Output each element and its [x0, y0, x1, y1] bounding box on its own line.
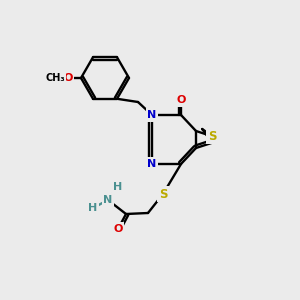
Text: CH₃: CH₃: [45, 73, 65, 83]
Text: N: N: [147, 110, 157, 120]
Text: N: N: [147, 159, 157, 169]
Text: O: O: [113, 224, 123, 234]
Text: N: N: [103, 195, 112, 205]
Text: S: S: [208, 130, 216, 143]
Text: O: O: [176, 95, 186, 105]
Text: H: H: [113, 182, 123, 192]
Text: H: H: [88, 203, 98, 213]
Text: O: O: [63, 73, 73, 83]
Text: S: S: [159, 188, 167, 200]
